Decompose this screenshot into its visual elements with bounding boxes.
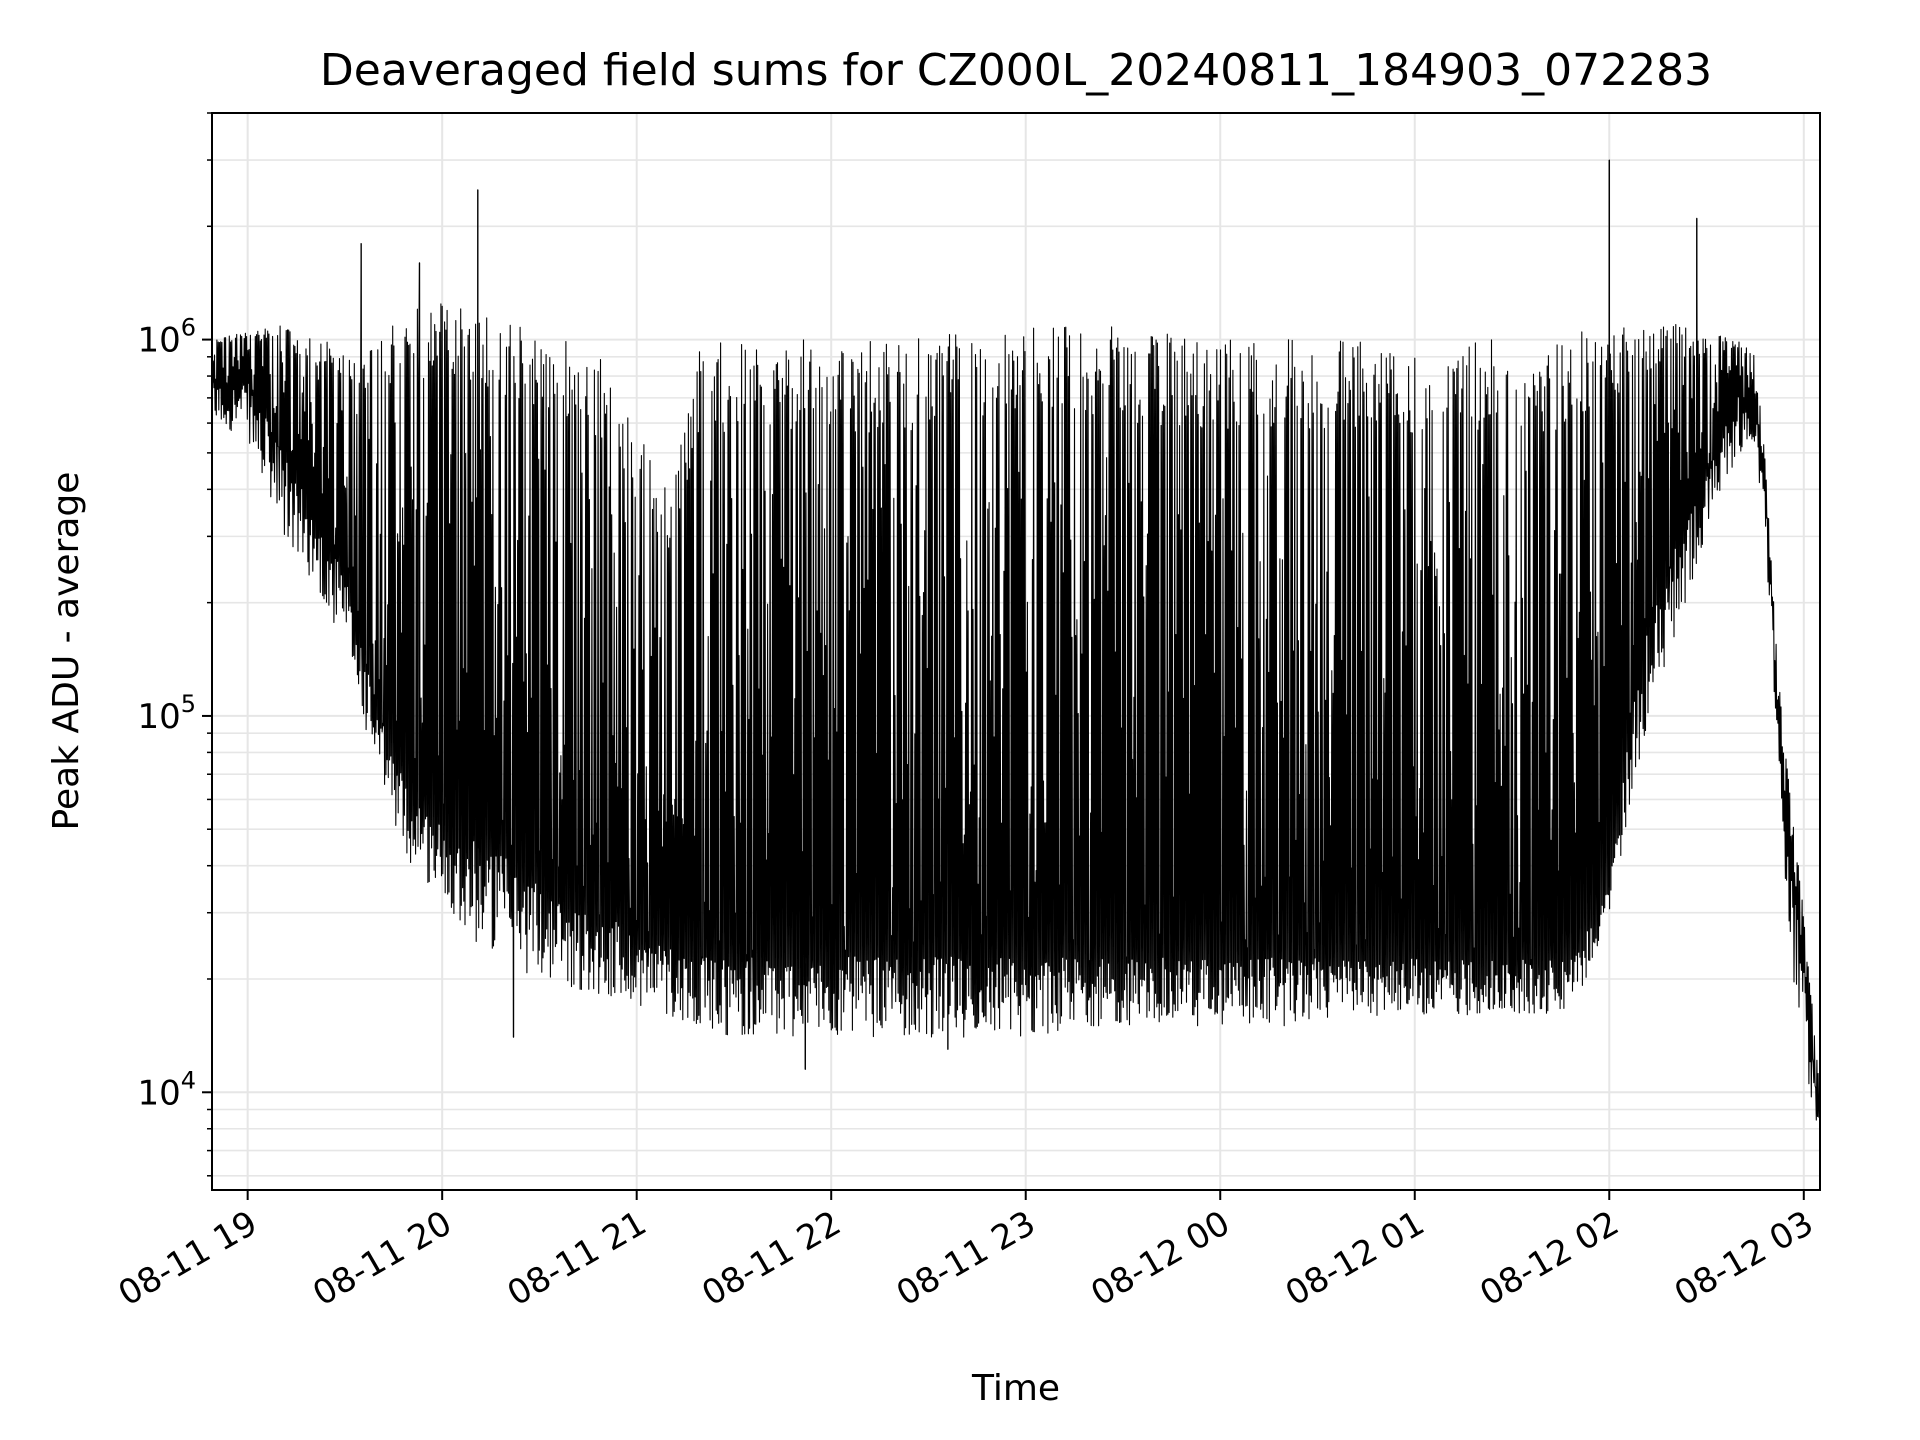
series-line bbox=[211, 159, 1821, 1137]
y-tick-label: 105 bbox=[137, 690, 196, 737]
x-axis: 08-11 19 08-11 20 08-11 21 08-11 22 08-11 23… bbox=[112, 1190, 1820, 1314]
y-axis: 104 105 106 bbox=[137, 112, 212, 1177]
x-tick-label: 08-11 23 bbox=[890, 1203, 1042, 1314]
x-tick-label: 08-12 01 bbox=[1279, 1203, 1431, 1314]
x-tick-label: 08-12 02 bbox=[1473, 1203, 1625, 1314]
x-axis-label: Time bbox=[971, 1368, 1060, 1409]
y-tick-label: 104 bbox=[137, 1066, 196, 1113]
x-tick-label: 08-11 19 bbox=[112, 1203, 264, 1314]
x-tick-label: 08-12 00 bbox=[1084, 1203, 1236, 1314]
x-tick-label: 08-12 03 bbox=[1668, 1203, 1820, 1314]
plot-frame bbox=[211, 112, 1821, 1191]
x-tick-label: 08-11 22 bbox=[695, 1203, 847, 1314]
y-tick-label: 106 bbox=[137, 314, 196, 361]
data-series-path bbox=[211, 159, 1821, 1137]
y-axis-label: Peak ADU - average bbox=[46, 472, 87, 831]
chart-title: Deaveraged field sums for CZ000L_2024081… bbox=[320, 45, 1712, 96]
x-tick-label: 08-11 21 bbox=[501, 1203, 653, 1314]
x-tick-label: 08-11 20 bbox=[306, 1203, 458, 1314]
